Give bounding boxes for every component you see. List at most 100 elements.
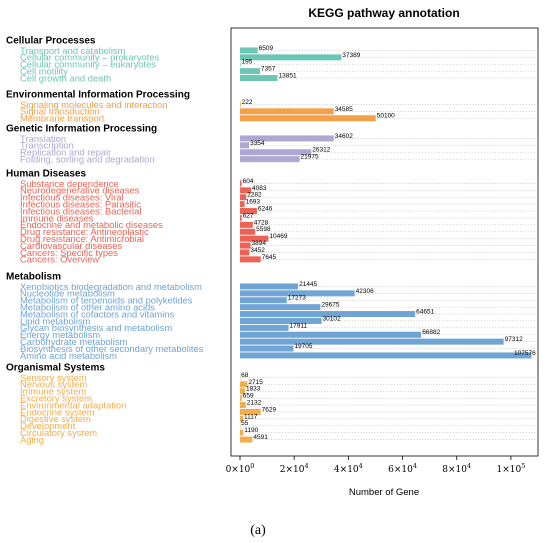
value-label: 42306 [356, 288, 374, 295]
value-label: 10469 [269, 233, 287, 240]
bar [240, 47, 258, 54]
value-label: 1190 [244, 427, 258, 434]
bar [240, 352, 532, 359]
category-label: Endocrine and metabolic diseases [20, 219, 163, 230]
bar [240, 388, 245, 395]
bar [240, 338, 504, 345]
value-label: 7629 [262, 406, 277, 413]
bar [240, 180, 242, 187]
value-label: 107576 [514, 350, 536, 357]
category-label: Nervous system [20, 379, 87, 390]
value-label: 195 [242, 59, 253, 66]
bar [240, 149, 312, 156]
x-axis-label: Number of Gene [349, 487, 419, 498]
category-label: Metabolism of terpenoids and polyketides [20, 295, 193, 306]
value-label: 1117 [244, 413, 258, 420]
group-header: Genetic Information Processing [6, 124, 157, 135]
value-label: 21975 [301, 154, 319, 161]
bar [240, 135, 334, 142]
bar [240, 68, 260, 75]
category-label: Cellular community – eukaryotes [20, 59, 156, 70]
category-label: Folding, sorting and degradation [20, 153, 154, 164]
value-label: 604 [243, 178, 254, 185]
value-label: 13851 [279, 72, 297, 79]
x-tick-label: 1×105 [496, 462, 525, 475]
category-label: Infectious diseases: Parasitic [20, 198, 141, 209]
category-label: Immune diseases [20, 212, 94, 223]
group-header: Organismal Systems [6, 363, 105, 374]
value-label: 6246 [258, 205, 273, 212]
bar [240, 101, 241, 108]
value-label: 68 [241, 372, 249, 379]
bar [240, 208, 257, 215]
category-label: Cell motility [20, 65, 68, 76]
bar [240, 214, 242, 221]
chart-title: KEGG pathway annotation [308, 6, 459, 20]
bar [240, 187, 252, 194]
x-axis: 0×100 2×104 4×104 6×104 8×104 1×105 [226, 456, 525, 475]
bar [240, 221, 253, 228]
value-label: 7645 [262, 254, 277, 261]
bar [240, 395, 242, 402]
bar [240, 381, 248, 388]
bar [240, 75, 278, 82]
x-tick-label: 4×104 [334, 462, 363, 475]
category-label: Circulatory system [20, 427, 97, 438]
value-label: 5598 [256, 226, 271, 233]
group-header: Metabolism [6, 272, 61, 283]
value-label: 3894 [252, 240, 267, 247]
category-label: Translation [20, 133, 66, 144]
bar [240, 142, 250, 149]
bar [240, 283, 299, 290]
plot-frame [230, 27, 539, 457]
bar [240, 429, 244, 436]
bar [240, 317, 322, 324]
bar [240, 345, 294, 352]
bar [240, 415, 244, 422]
category-label: Cardiovascular diseases [20, 240, 122, 251]
value-label: 659 [243, 393, 254, 400]
category-label: Biosynthesis of other secondary metaboli… [20, 343, 204, 354]
bar [240, 242, 251, 249]
bar [240, 61, 241, 68]
value-label: 34585 [335, 106, 353, 113]
category-label: Membrane transport [20, 113, 105, 124]
category-label: Drug resistance: Antimicrobial [20, 233, 144, 244]
bar [240, 228, 256, 235]
bar [240, 256, 261, 263]
bar [240, 249, 250, 256]
category-label: Transcription [20, 140, 74, 151]
value-label: 97312 [505, 336, 523, 343]
category-label: Neurodegenerative diseases [20, 185, 140, 196]
category-label: Drug resistance: Antineoplastic [20, 226, 149, 237]
bar [240, 304, 321, 311]
value-label: 4728 [254, 219, 269, 226]
value-label: 627 [243, 212, 254, 219]
value-label: 55 [241, 420, 249, 427]
value-label: 1693 [246, 199, 261, 206]
bar [240, 324, 289, 331]
value-label: 50100 [377, 113, 395, 120]
bar [240, 290, 355, 297]
value-label: 4591 [253, 434, 268, 441]
category-label: Xenobiotics biodegradation and metabolis… [20, 281, 202, 292]
category-label: Digestive system [20, 413, 91, 424]
value-label: 3452 [250, 247, 265, 254]
value-label: 29675 [321, 302, 339, 309]
category-label: Cellular community – prokaryotes [20, 52, 159, 63]
value-label: 30102 [323, 315, 341, 322]
value-label: 21445 [299, 281, 317, 288]
category-label: Metabolism of other amino acids [20, 301, 155, 312]
value-label: 17911 [290, 322, 308, 329]
value-label: 222 [242, 99, 253, 106]
x-tick-label: 6×104 [388, 462, 417, 475]
value-label: 2132 [247, 399, 262, 406]
category-label: Amino acid metabolism [20, 350, 117, 361]
category-label: Nucleotide metabolism [20, 288, 115, 299]
bar [240, 54, 342, 61]
value-label: 4083 [252, 185, 267, 192]
category-label: Aging [20, 434, 44, 445]
category-label: Cancers: Overview [20, 254, 99, 265]
category-label: Energy metabolism [20, 329, 100, 340]
